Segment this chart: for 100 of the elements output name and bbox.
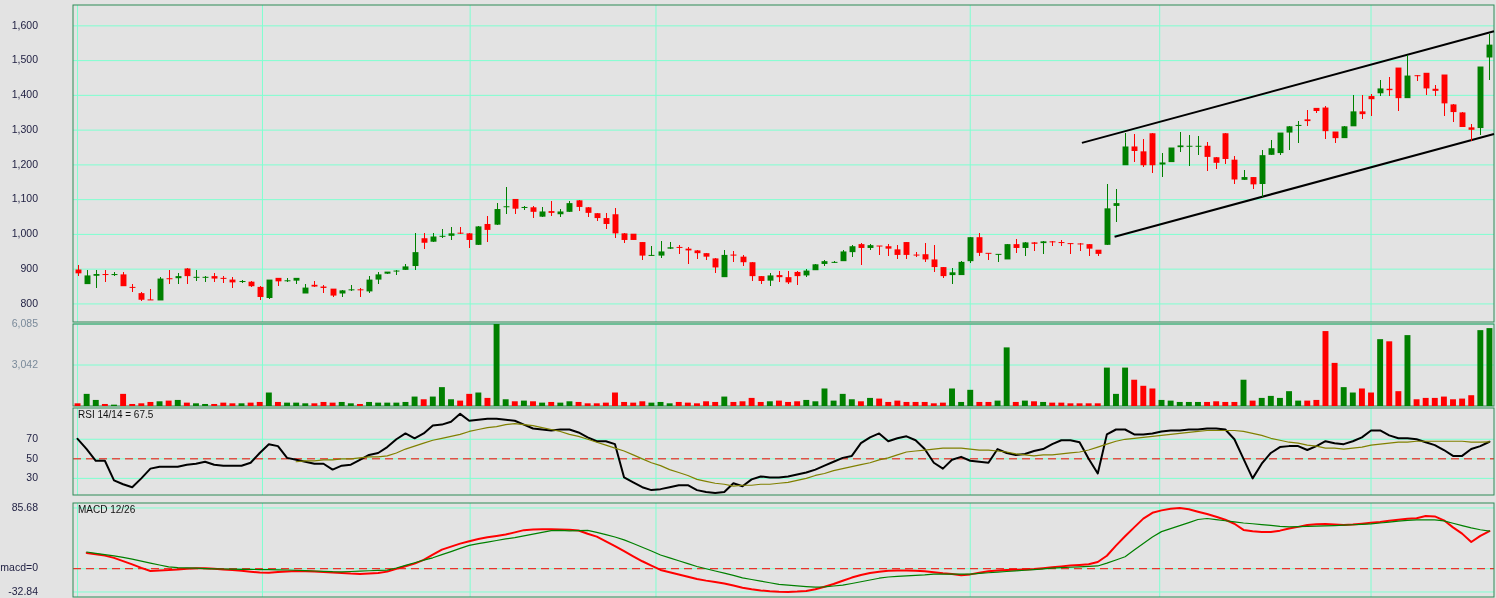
y-tick-label: 1,200 bbox=[11, 157, 39, 170]
bar bbox=[712, 401, 719, 406]
bar bbox=[1003, 347, 1010, 406]
bar bbox=[1021, 400, 1028, 406]
bar bbox=[1249, 400, 1256, 406]
bar bbox=[876, 398, 883, 406]
bar bbox=[1131, 379, 1138, 406]
bar bbox=[1058, 402, 1065, 406]
bar bbox=[420, 399, 427, 406]
bar bbox=[1368, 392, 1374, 406]
bar bbox=[1386, 341, 1393, 406]
bar bbox=[193, 403, 199, 406]
bar bbox=[1113, 393, 1119, 406]
bar bbox=[812, 401, 819, 406]
bar bbox=[92, 399, 99, 406]
bar bbox=[785, 401, 792, 406]
bar bbox=[1304, 400, 1311, 406]
bar bbox=[1176, 401, 1183, 406]
bar bbox=[775, 400, 782, 406]
bar bbox=[147, 401, 154, 406]
bar bbox=[338, 401, 345, 406]
bar bbox=[393, 402, 400, 406]
bar bbox=[329, 402, 336, 406]
bar bbox=[530, 401, 536, 406]
bar bbox=[684, 402, 691, 406]
bar bbox=[985, 401, 992, 406]
bar bbox=[839, 393, 846, 406]
bar bbox=[1422, 397, 1429, 406]
y-tick-label: 800 bbox=[20, 296, 39, 309]
bar bbox=[1185, 401, 1192, 406]
bar bbox=[930, 403, 937, 406]
bar bbox=[1231, 401, 1238, 406]
bar bbox=[557, 402, 564, 406]
bar bbox=[1103, 367, 1110, 406]
bar bbox=[757, 401, 764, 406]
bar bbox=[1358, 388, 1365, 406]
bar bbox=[694, 403, 700, 406]
bar bbox=[138, 403, 145, 406]
bar bbox=[976, 401, 983, 406]
bar bbox=[894, 400, 901, 406]
bar bbox=[830, 400, 837, 406]
bar bbox=[457, 400, 464, 406]
bar bbox=[1340, 387, 1347, 406]
y-tick-label: 6,085 bbox=[11, 316, 39, 329]
bar bbox=[1195, 401, 1201, 406]
bar bbox=[1349, 392, 1356, 406]
bar bbox=[1431, 397, 1438, 406]
bar bbox=[502, 399, 509, 406]
bar bbox=[912, 401, 919, 406]
bar bbox=[101, 403, 108, 406]
y-tick-label: macd=0 bbox=[0, 561, 39, 574]
bar bbox=[511, 401, 518, 406]
bar bbox=[366, 401, 372, 406]
bar bbox=[448, 399, 454, 406]
y-tick-label: 900 bbox=[20, 261, 39, 274]
bar bbox=[165, 400, 172, 406]
bar bbox=[803, 399, 810, 406]
bar bbox=[1067, 403, 1074, 406]
bar bbox=[1468, 395, 1475, 406]
bar bbox=[1258, 397, 1265, 406]
bar bbox=[384, 402, 391, 406]
bar bbox=[639, 401, 646, 406]
chart-title: RSI 14/14 = 67.5 bbox=[78, 409, 154, 420]
bar bbox=[202, 403, 209, 406]
bar bbox=[1286, 391, 1293, 406]
bar bbox=[1049, 402, 1056, 406]
bar bbox=[247, 402, 254, 406]
bar bbox=[730, 401, 737, 406]
bar bbox=[1450, 399, 1456, 406]
bar bbox=[885, 401, 892, 406]
line-series bbox=[295, 423, 1491, 487]
bar bbox=[484, 397, 491, 406]
bar bbox=[1440, 396, 1447, 406]
candlestick bbox=[1359, 94, 1366, 120]
bar bbox=[994, 400, 1001, 406]
bar bbox=[256, 401, 263, 406]
bar bbox=[302, 403, 309, 406]
bar bbox=[1377, 339, 1384, 406]
bar bbox=[74, 403, 81, 406]
bar bbox=[1313, 399, 1320, 406]
bar bbox=[1094, 403, 1101, 406]
bar bbox=[794, 401, 801, 406]
bar bbox=[958, 401, 965, 406]
bar bbox=[675, 401, 682, 406]
bar bbox=[311, 403, 318, 406]
candlestick bbox=[1286, 125, 1293, 151]
y-tick-label: 85.68 bbox=[11, 500, 39, 513]
bar bbox=[867, 397, 873, 406]
candlestick bbox=[1159, 152, 1166, 178]
bar bbox=[466, 393, 473, 406]
bar bbox=[493, 324, 500, 406]
bar bbox=[1031, 401, 1037, 406]
bar bbox=[1140, 385, 1147, 406]
bar bbox=[1331, 362, 1338, 406]
bar bbox=[174, 399, 181, 406]
bar bbox=[602, 402, 609, 406]
line-series bbox=[86, 517, 1491, 588]
bar bbox=[857, 401, 864, 406]
candlestick bbox=[1177, 130, 1184, 153]
bar bbox=[129, 403, 136, 406]
